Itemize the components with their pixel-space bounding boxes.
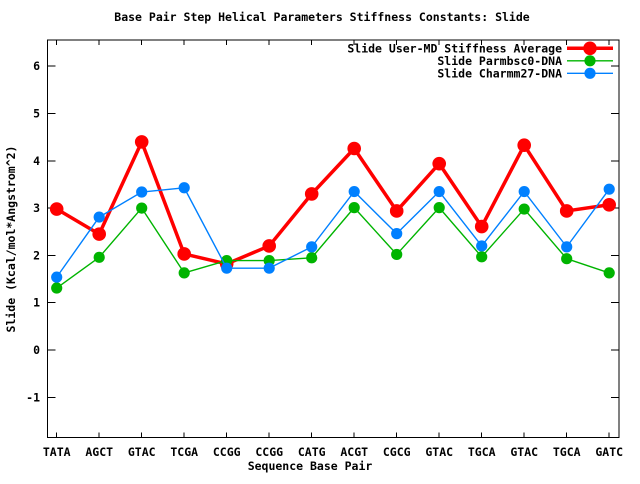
series-marker-0 bbox=[432, 156, 447, 171]
x-tick-label: CCGG bbox=[255, 445, 283, 459]
y-tick-label: 1 bbox=[33, 296, 40, 310]
x-tick-label: TGCA bbox=[553, 445, 581, 459]
series-marker-0 bbox=[177, 247, 191, 261]
plot-frame bbox=[47, 39, 620, 438]
series-marker-2 bbox=[93, 211, 105, 223]
series-marker-0 bbox=[49, 202, 64, 216]
x-tick-label: TCGA bbox=[170, 445, 198, 459]
series-marker-2 bbox=[433, 185, 445, 198]
series-marker-1 bbox=[476, 251, 488, 263]
series-marker-1 bbox=[433, 202, 445, 214]
x-tick-label: ACGT bbox=[340, 445, 368, 459]
series-marker-1 bbox=[348, 202, 360, 214]
series-marker-2 bbox=[263, 262, 275, 274]
x-tick-label: GTAC bbox=[510, 445, 538, 459]
x-tick-label: CATG bbox=[298, 445, 326, 459]
series-marker-1 bbox=[136, 202, 148, 214]
y-axis-label: Slide (Kcal/mol*Angstrom^2) bbox=[4, 146, 18, 333]
series-marker-0 bbox=[602, 197, 616, 212]
x-axis-label: Sequence Base Pair bbox=[248, 459, 373, 473]
y-tick-label: -1 bbox=[26, 390, 40, 404]
x-tick-label: AGCT bbox=[85, 445, 113, 459]
series-marker-1 bbox=[391, 248, 403, 261]
series-marker-1 bbox=[93, 251, 105, 263]
series-marker-1 bbox=[561, 253, 573, 265]
series-marker-2 bbox=[51, 271, 63, 283]
series-marker-0 bbox=[559, 204, 574, 218]
series-marker-0 bbox=[304, 187, 319, 201]
legend-sample-marker-2 bbox=[584, 67, 596, 79]
legend-label-2: Slide Charmm27-DNA bbox=[437, 66, 562, 80]
x-tick-label: GATC bbox=[595, 445, 623, 459]
y-tick-label: 0 bbox=[33, 343, 40, 357]
series-marker-1 bbox=[178, 267, 190, 279]
series-marker-2 bbox=[518, 185, 530, 198]
chart-title: Base Pair Step Helical Parameters Stiffn… bbox=[114, 10, 529, 24]
series-marker-0 bbox=[517, 138, 531, 152]
series-marker-1 bbox=[306, 252, 318, 264]
series-marker-2 bbox=[391, 228, 403, 240]
series-marker-0 bbox=[389, 204, 404, 218]
series-line-2 bbox=[56, 187, 610, 278]
x-tick-label: TGCA bbox=[468, 445, 496, 459]
y-tick-label: 4 bbox=[33, 154, 40, 168]
series-marker-2 bbox=[306, 241, 318, 253]
series-marker-0 bbox=[347, 141, 362, 156]
series-line-1 bbox=[56, 206, 610, 289]
legend-sample-marker-1 bbox=[584, 55, 596, 67]
series-marker-1 bbox=[603, 267, 615, 279]
series-marker-0 bbox=[92, 227, 106, 241]
series-marker-2 bbox=[348, 185, 360, 198]
series-marker-2 bbox=[476, 240, 488, 252]
series-marker-0 bbox=[134, 135, 149, 149]
x-tick-label: TATA bbox=[43, 445, 71, 459]
y-tick-label: 5 bbox=[33, 107, 40, 121]
x-tick-label: GTAC bbox=[425, 445, 453, 459]
y-tick-label: 3 bbox=[33, 201, 40, 215]
series-marker-2 bbox=[178, 182, 190, 194]
series-marker-0 bbox=[262, 239, 277, 253]
legend-label-0: Slide User-MD Stiffness Average bbox=[347, 41, 562, 55]
x-tick-label: CGCG bbox=[383, 445, 411, 459]
x-tick-label: CCGG bbox=[213, 445, 241, 459]
series-marker-2 bbox=[221, 262, 233, 274]
y-tick-label: 2 bbox=[33, 248, 40, 262]
legend-sample-marker-0 bbox=[583, 41, 597, 56]
series-marker-1 bbox=[518, 203, 530, 215]
series-marker-0 bbox=[474, 219, 489, 234]
series-marker-2 bbox=[561, 241, 573, 253]
series-marker-2 bbox=[136, 186, 148, 198]
y-tick-label: 6 bbox=[33, 59, 40, 73]
legend-label-1: Slide Parmbsc0-DNA bbox=[437, 54, 562, 68]
series-marker-2 bbox=[603, 183, 615, 195]
x-tick-label: GTAC bbox=[128, 445, 156, 459]
series-line-0 bbox=[55, 140, 610, 266]
series-marker-1 bbox=[51, 282, 63, 294]
